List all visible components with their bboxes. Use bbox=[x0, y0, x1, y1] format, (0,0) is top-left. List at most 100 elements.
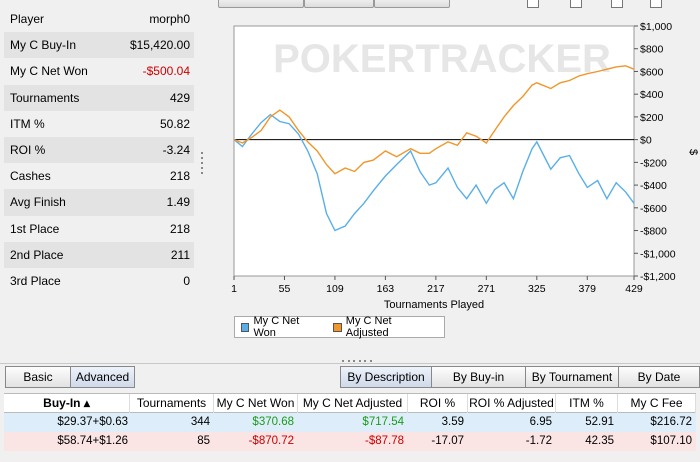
y-tick-label: -$400 bbox=[640, 180, 667, 192]
filter-checkbox-4[interactable] bbox=[650, 0, 662, 8]
column-header[interactable]: My C Net Adjusted bbox=[298, 393, 408, 413]
x-axis-label: Tournaments Played bbox=[384, 299, 484, 311]
column-header[interactable]: ROI % Adjusted bbox=[468, 393, 556, 413]
horizontal-splitter-handle[interactable] bbox=[342, 360, 372, 363]
table-cell: 3.59 bbox=[441, 416, 464, 428]
stat-value: morph0 bbox=[149, 12, 190, 27]
legend-item: My C Net Adjusted bbox=[333, 315, 430, 339]
stat-label: Tournaments bbox=[10, 90, 80, 105]
player-stats-panel: Player morph0 My C Buy-In $15,420.00 My C Ne… bbox=[4, 6, 194, 294]
stat-label: 2nd Place bbox=[10, 247, 64, 262]
stat-row: 2nd Place 211 bbox=[4, 241, 194, 268]
stat-label: Cashes bbox=[10, 169, 51, 184]
series-line-net-adjusted bbox=[233, 65, 635, 175]
column-header[interactable]: My C Net Won bbox=[214, 393, 298, 413]
series-line-net-won bbox=[233, 113, 635, 232]
column-header[interactable]: ITM % bbox=[556, 393, 618, 413]
x-tick-label: 109 bbox=[326, 283, 344, 295]
table-cell: -17.07 bbox=[431, 435, 464, 447]
x-tick-label: 379 bbox=[579, 283, 597, 295]
legend-swatch bbox=[241, 322, 250, 332]
y-tick-label: -$600 bbox=[640, 203, 667, 215]
by-tournament-button[interactable]: By Tournament bbox=[525, 366, 619, 388]
plot-area bbox=[233, 25, 635, 277]
legend-label: My C Net Adjusted bbox=[345, 315, 392, 339]
x-tick-label: 217 bbox=[427, 283, 445, 295]
filter-checkbox-3[interactable] bbox=[611, 0, 623, 8]
y-tick-label: $200 bbox=[640, 112, 664, 124]
table-cell: -1.72 bbox=[525, 435, 552, 447]
filter-checkbox-2[interactable] bbox=[570, 0, 582, 8]
y-tick-label: $600 bbox=[640, 66, 664, 78]
table-cell: 52.91 bbox=[585, 416, 614, 428]
watermark-logo: POKERTRACKER bbox=[273, 37, 611, 81]
table-cell: 85 bbox=[197, 435, 210, 447]
table-cell: 42.35 bbox=[585, 435, 614, 447]
table-cell: $370.68 bbox=[252, 416, 294, 428]
stat-value: 218 bbox=[169, 221, 190, 236]
stat-value: -$500.04 bbox=[142, 64, 190, 79]
by-date-button[interactable]: By Date bbox=[618, 366, 700, 388]
advanced-button[interactable]: Advanced bbox=[70, 366, 135, 388]
x-tick-label: 325 bbox=[528, 283, 546, 295]
table-cell: $107.10 bbox=[650, 435, 692, 447]
stat-row: My C Buy-In $15,420.00 bbox=[4, 32, 194, 59]
y-axis-label: $ bbox=[687, 149, 699, 155]
column-header[interactable]: Buy-In ▴ bbox=[4, 393, 130, 413]
stat-value: 50.82 bbox=[159, 116, 190, 131]
table-row[interactable]: $29.37+$0.63 344 $370.68 $717.54 3.59 6.95 52.… bbox=[4, 413, 696, 432]
column-header[interactable]: Tournaments bbox=[130, 393, 214, 413]
stat-value: -3.24 bbox=[162, 143, 190, 158]
legend-swatch bbox=[333, 322, 342, 332]
buyin-results-table: Buy-In ▴ Tournaments My C Net Won My C Net … bbox=[4, 393, 696, 451]
by-buyin-button[interactable]: By Buy-in bbox=[431, 366, 526, 388]
stat-label: ROI % bbox=[10, 143, 46, 158]
x-tick-label: 55 bbox=[279, 283, 291, 295]
x-tick-label: 163 bbox=[377, 283, 395, 295]
vertical-splitter-handle[interactable] bbox=[201, 152, 204, 182]
y-tick-label: $0 bbox=[640, 135, 652, 147]
net-won-chart: POKERTRACKER $1,000 $800 $600 $400 $200 $0 -$20… bbox=[231, 21, 699, 311]
stat-value: 0 bbox=[183, 273, 190, 288]
stat-row: Cashes 218 bbox=[4, 163, 194, 189]
stat-row: Player morph0 bbox=[4, 6, 194, 32]
x-tick-label: 271 bbox=[478, 283, 496, 295]
tab-middle[interactable] bbox=[304, 0, 374, 8]
table-cell: 6.95 bbox=[529, 416, 552, 428]
y-tick-label: $400 bbox=[640, 89, 664, 101]
stat-value: 218 bbox=[169, 169, 190, 184]
by-description-button[interactable]: By Description bbox=[340, 366, 432, 388]
table-cell: $216.72 bbox=[650, 416, 692, 428]
stat-value: $15,420.00 bbox=[129, 38, 190, 53]
legend-label: My C Net Won bbox=[253, 315, 300, 339]
table-cell: $29.37+$0.63 bbox=[57, 416, 128, 428]
stat-row: 3rd Place 0 bbox=[4, 268, 194, 294]
table-cell: 344 bbox=[190, 416, 210, 428]
stat-value: 429 bbox=[169, 90, 190, 105]
stat-row: Tournaments 429 bbox=[4, 84, 194, 111]
stat-value: 1.49 bbox=[166, 195, 190, 210]
y-tick-label: -$1,000 bbox=[640, 248, 676, 260]
tab-right[interactable] bbox=[374, 0, 450, 8]
stat-value: 211 bbox=[170, 247, 190, 262]
stat-label: My C Buy-In bbox=[10, 38, 77, 53]
stat-row: My C Net Won -$500.04 bbox=[4, 58, 194, 84]
stat-row: ROI % -3.24 bbox=[4, 136, 194, 164]
tab-tournament[interactable] bbox=[218, 0, 304, 8]
divider bbox=[0, 363, 700, 364]
y-tick-label: $1,000 bbox=[640, 21, 672, 33]
stat-label: 3rd Place bbox=[10, 273, 61, 288]
filter-checkbox-1[interactable] bbox=[527, 0, 539, 8]
column-header[interactable]: ROI % bbox=[408, 393, 468, 413]
basic-button[interactable]: Basic bbox=[5, 366, 71, 388]
stat-label: Player bbox=[10, 12, 45, 27]
column-header[interactable]: My C Fee bbox=[618, 393, 696, 413]
chart-legend: My C Net Won My C Net Adjusted bbox=[234, 315, 445, 339]
x-tick-label: 1 bbox=[231, 283, 237, 295]
table-cell: $58.74+$1.26 bbox=[57, 435, 128, 447]
stat-row: 1st Place 218 bbox=[4, 216, 194, 242]
table-row[interactable]: $58.74+$1.26 85 -$870.72 -$87.78 -17.07 -1.72… bbox=[4, 432, 696, 451]
stat-row: Avg Finish 1.49 bbox=[4, 189, 194, 216]
legend-item: My C Net Won bbox=[241, 315, 319, 339]
table-cell: -$870.72 bbox=[248, 435, 294, 447]
